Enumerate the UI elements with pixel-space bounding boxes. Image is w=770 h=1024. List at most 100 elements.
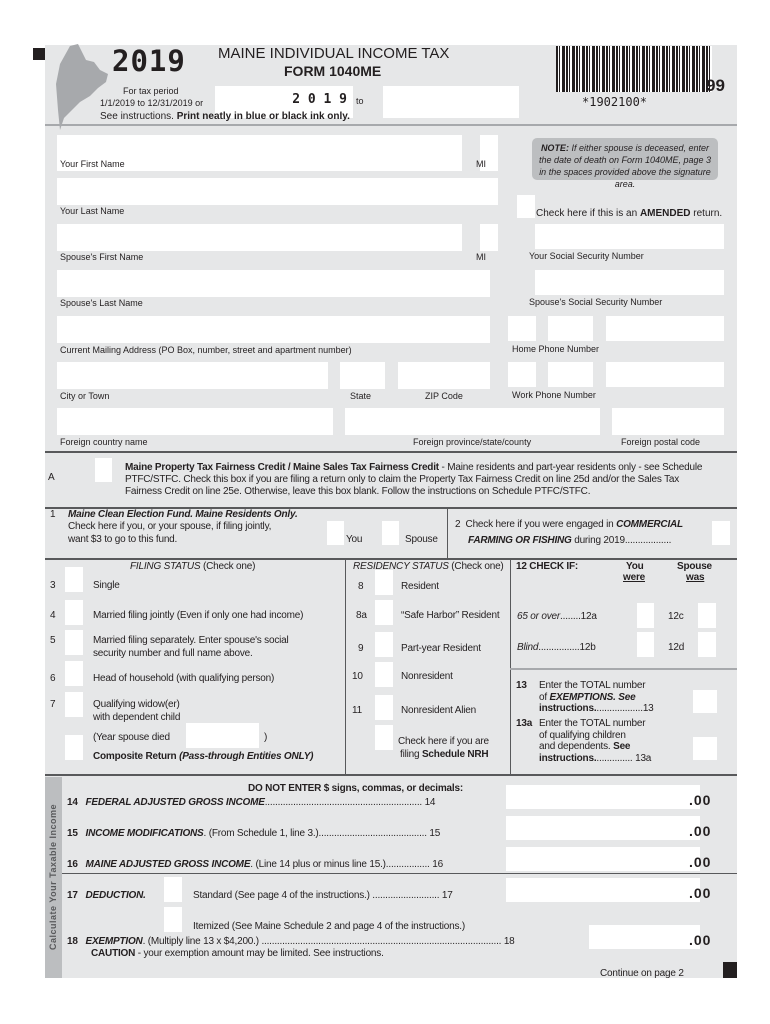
amended-checkbox[interactable] xyxy=(517,195,535,218)
line1-num: 1 xyxy=(50,509,56,520)
itemized-deduction-checkbox[interactable] xyxy=(164,907,182,932)
nonresident-alien-checkbox[interactable] xyxy=(375,695,393,720)
line1-spouse-label: Spouse xyxy=(405,534,438,545)
safe-harbor-checkbox[interactable] xyxy=(375,600,393,625)
mi-input[interactable] xyxy=(480,135,498,171)
schedule-nrh-checkbox[interactable] xyxy=(375,725,393,750)
spouse-ssn-input[interactable] xyxy=(535,270,724,295)
line1-text2: want $3 to go to this fund. xyxy=(68,534,178,545)
line15-cents: .00 xyxy=(689,823,712,839)
ptfc-checkbox[interactable] xyxy=(95,458,112,482)
section-a-bold: Maine Property Tax Fairness Credit / Mai… xyxy=(125,462,439,473)
age-you-checkbox[interactable] xyxy=(637,603,654,628)
income-warning: DO NOT ENTER $ signs, commas, or decimal… xyxy=(248,783,463,794)
period-end-input[interactable] xyxy=(383,86,519,118)
zip-label: ZIP Code xyxy=(425,391,463,401)
spouse-last-name-input[interactable] xyxy=(57,270,490,297)
filing-5-label: Married filing separately. Enter spouse'… xyxy=(93,635,289,646)
home-phone-area-input[interactable] xyxy=(508,316,536,341)
exemptions-input[interactable] xyxy=(693,690,717,713)
header-divider xyxy=(45,124,737,126)
year-spouse-died-label: (Year spouse died xyxy=(93,732,170,743)
res-8-label: Resident xyxy=(401,581,439,592)
home-phone-prefix-input[interactable] xyxy=(548,316,593,341)
line18-text: . (Multiply line 13 x $4,200.) .........… xyxy=(142,936,515,947)
home-phone-line-input[interactable] xyxy=(606,316,724,341)
check-if-you: You xyxy=(626,561,644,572)
standard-deduction-checkbox[interactable] xyxy=(164,877,182,902)
zip-input[interactable] xyxy=(398,362,490,389)
foreign-country-input[interactable] xyxy=(57,408,333,435)
resident-checkbox[interactable] xyxy=(375,570,393,595)
spouse-mi-input[interactable] xyxy=(480,224,498,251)
line16-input[interactable] xyxy=(506,847,700,871)
ssn-input[interactable] xyxy=(535,224,724,249)
barcode-text: *1902100* xyxy=(582,95,648,109)
farming-fishing-checkbox[interactable] xyxy=(712,521,730,545)
divider-status-col1 xyxy=(345,559,346,775)
filing-5-label2: security number and full name above. xyxy=(93,648,253,659)
continue-text: Continue on page 2 xyxy=(600,968,684,979)
head-of-household-checkbox[interactable] xyxy=(65,661,83,686)
year-spouse-died-input[interactable] xyxy=(186,723,259,748)
line15-label: 15 INCOME MODIFICATIONS. (From Schedule … xyxy=(67,828,440,839)
line13-t2a: of xyxy=(539,692,550,703)
married-jointly-checkbox[interactable] xyxy=(65,600,83,625)
filing-5-num: 5 xyxy=(50,635,56,646)
foreign-postal-input[interactable] xyxy=(612,408,724,435)
blind-spouse-code: 12d xyxy=(668,642,685,653)
amended-prefix: Check here if this is an xyxy=(536,208,640,219)
foreign-country-label: Foreign country name xyxy=(60,437,148,447)
qualifying-widow-checkbox[interactable] xyxy=(65,692,83,717)
divider-1 xyxy=(45,507,737,509)
part-year-checkbox[interactable] xyxy=(375,632,393,657)
line16-cents: .00 xyxy=(689,854,712,870)
line17-input[interactable] xyxy=(506,878,700,902)
foreign-province-input[interactable] xyxy=(345,408,600,435)
city-input[interactable] xyxy=(57,362,328,389)
line13a-t3b: See xyxy=(613,741,631,752)
res-11-label: Nonresident Alien xyxy=(401,705,476,716)
age-spouse-checkbox[interactable] xyxy=(698,603,716,628)
period-start-input[interactable]: 2 0 1 9 xyxy=(215,86,353,118)
line2-text1: 2 Check here if you were engaged in COMM… xyxy=(455,519,683,530)
line2-bold1: COMMERCIAL xyxy=(616,519,683,530)
amended-suffix: return. xyxy=(690,208,723,219)
line15-input[interactable] xyxy=(506,816,700,840)
composite-return-label: Composite Return (Pass-through Entities … xyxy=(93,751,314,762)
line14-cents: .00 xyxy=(689,792,712,808)
first-name-input[interactable] xyxy=(57,135,462,171)
clean-election-spouse-checkbox[interactable] xyxy=(382,521,399,545)
blind-you-code: ................12b xyxy=(538,642,596,653)
married-separately-checkbox[interactable] xyxy=(65,630,83,655)
composite-return-checkbox[interactable] xyxy=(65,735,83,760)
form-year: 2019 xyxy=(112,44,186,78)
nonresident-checkbox[interactable] xyxy=(375,662,393,687)
filing-status-check-one: (Check one) xyxy=(200,561,256,572)
state-input[interactable] xyxy=(340,362,385,389)
line17-label: 17 DEDUCTION. xyxy=(67,890,146,901)
work-phone-area-input[interactable] xyxy=(508,362,536,387)
barcode xyxy=(556,46,712,92)
line13a-t4a: instructions. xyxy=(539,753,597,764)
itemized-text: Itemized (See Maine Schedule 2 and page … xyxy=(193,921,466,932)
period-start-value: 2 0 1 9 xyxy=(292,92,347,107)
line17-text: Standard (See page 4 of the instructions… xyxy=(193,890,453,901)
blind-spouse-checkbox[interactable] xyxy=(698,632,716,657)
last-name-input[interactable] xyxy=(57,178,498,205)
blind-you-checkbox[interactable] xyxy=(637,632,654,657)
line18-input[interactable] xyxy=(589,925,700,949)
clean-election-you-checkbox[interactable] xyxy=(327,521,344,545)
line18-title: EXEMPTION xyxy=(85,936,143,947)
line13-t3a: instructions. xyxy=(539,703,597,714)
address-input[interactable] xyxy=(57,316,490,343)
single-checkbox[interactable] xyxy=(65,567,83,592)
res-8a-num: 8a xyxy=(356,610,367,621)
dependents-input[interactable] xyxy=(693,737,717,760)
spouse-last-name-label: Spouse's Last Name xyxy=(60,298,143,308)
spouse-first-name-input[interactable] xyxy=(57,224,462,251)
spouse-ssn-label: Spouse's Social Security Number xyxy=(529,297,663,307)
work-phone-line-input[interactable] xyxy=(606,362,724,387)
line14-input[interactable] xyxy=(506,785,700,809)
work-phone-prefix-input[interactable] xyxy=(548,362,593,387)
